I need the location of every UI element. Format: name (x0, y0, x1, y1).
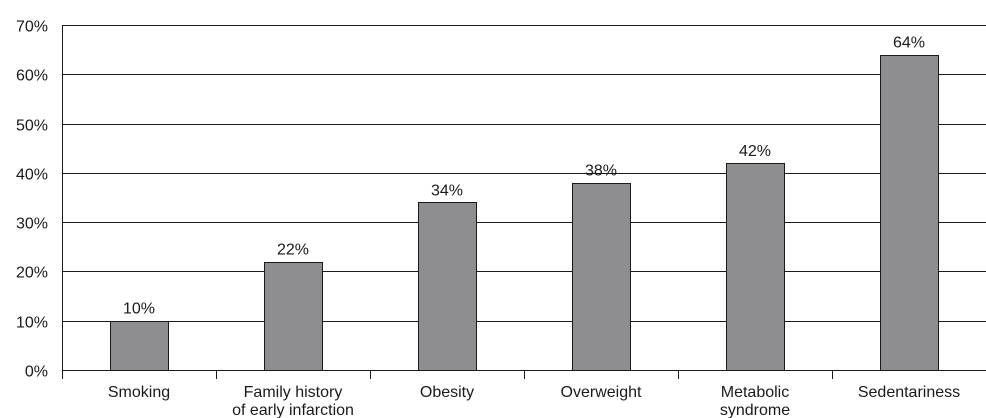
x-tick-label-line: Metabolic (721, 384, 789, 401)
x-tick-label-line: syndrome (720, 402, 790, 418)
y-tick-label: 0% (25, 364, 48, 381)
x-tick-label-line: of early infarction (232, 402, 354, 418)
x-tick-label: Metabolic syndrome (720, 384, 790, 418)
x-tick-label-line: Family history (244, 384, 343, 401)
y-tick-label: 70% (16, 19, 48, 36)
data-label: 42% (739, 143, 771, 160)
bar (264, 262, 323, 371)
bar (572, 183, 631, 371)
x-tick-label-line: Smoking (108, 384, 170, 401)
data-label: 64% (893, 35, 925, 52)
bar (880, 55, 939, 371)
data-label: 10% (123, 301, 155, 318)
x-tick-label-line: Overweight (561, 384, 642, 401)
x-tick-label-line: Obesity (420, 384, 474, 401)
x-tick-label: Smoking (108, 384, 170, 401)
x-axis: Smoking Family history of early infarction… (62, 25, 986, 418)
y-tick-label: 40% (16, 167, 48, 184)
data-label: 38% (585, 163, 617, 180)
y-tick-label: 60% (16, 68, 48, 85)
x-tick-label: Overweight (561, 384, 642, 401)
x-tick-label: Obesity (420, 384, 474, 401)
bar (110, 321, 169, 371)
data-labels: 10% 22% 34% 38% 42% 64% (123, 35, 925, 318)
y-tick-label: 30% (16, 216, 48, 233)
x-tick-label: Family history of early infarction (232, 384, 354, 418)
y-tick-label: 50% (16, 118, 48, 135)
data-label: 22% (277, 242, 309, 259)
gridlines (62, 25, 986, 322)
x-tick-label-line: Sedentariness (858, 384, 960, 401)
y-tick-label: 20% (16, 265, 48, 282)
data-label: 34% (431, 182, 463, 199)
bar (418, 202, 477, 371)
x-tick-label: Sedentariness (858, 384, 960, 401)
bars (110, 55, 939, 371)
y-tick-label: 10% (16, 315, 48, 332)
y-axis-ticks: 0% 10% 20% 30% 40% 50% 60% 70% (16, 19, 48, 381)
bar (726, 163, 785, 371)
